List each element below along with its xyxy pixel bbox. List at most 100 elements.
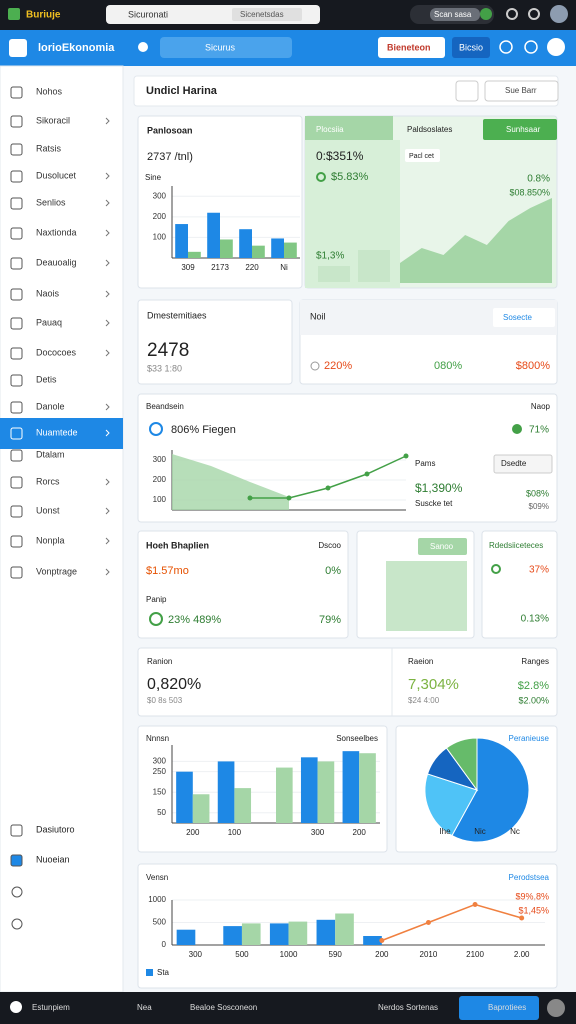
label: $9%,8%: [515, 891, 549, 901]
label: $33 1:80: [147, 363, 182, 373]
bottom-item[interactable]: Baprotiees: [488, 1003, 526, 1012]
icon: [316, 172, 326, 182]
bar: [317, 761, 335, 823]
icon[interactable]: [528, 8, 540, 20]
chevron: [105, 403, 110, 411]
label: $2.00%: [518, 695, 549, 705]
label: Dmestemitiaes: [147, 310, 207, 320]
bar: [192, 794, 210, 823]
button[interactable]: [378, 37, 445, 58]
pie-slice: [451, 737, 530, 843]
button[interactable]: [418, 538, 467, 555]
button[interactable]: [493, 308, 555, 327]
x-tick-label: 2173: [211, 263, 229, 272]
nav-icon: [10, 476, 23, 489]
icon[interactable]: [138, 42, 148, 52]
icon[interactable]: [524, 40, 538, 54]
y-tick-label: 50: [157, 808, 166, 817]
bottom-item[interactable]: Nea: [137, 1003, 152, 1012]
label: $24 4:00: [408, 696, 440, 705]
label: Sonseelbes: [336, 734, 378, 743]
nav-item[interactable]: Nohos: [36, 86, 63, 96]
chevron: [105, 117, 110, 125]
nav-icon: [10, 115, 23, 128]
header-search[interactable]: [160, 37, 292, 58]
x-tick-label: 220: [245, 263, 259, 272]
nav-item[interactable]: Nuoeian: [36, 854, 70, 864]
bottom-item[interactable]: Nerdos Sortenas: [378, 1003, 438, 1012]
chevron: [105, 478, 110, 486]
y-tick-label: 0: [162, 940, 167, 949]
nav-item[interactable]: Danole: [36, 401, 65, 411]
button[interactable]: [459, 996, 539, 1020]
nav-item[interactable]: Naois: [36, 288, 60, 298]
bottom-item[interactable]: Bealoe Sosconeon: [190, 1003, 257, 1012]
bar: [217, 761, 235, 823]
label: $09%: [529, 502, 549, 511]
nav-item[interactable]: Detis: [36, 374, 57, 384]
filter[interactable]: [484, 80, 559, 102]
chevron: [105, 349, 110, 357]
avatar[interactable]: [550, 5, 568, 23]
bottom-item[interactable]: Estunpiem: [32, 1003, 70, 1012]
nav-item[interactable]: Uonst: [36, 505, 60, 515]
nav-item[interactable]: Dasiutoro: [36, 824, 75, 834]
nav-item[interactable]: Vonptrage: [36, 566, 77, 576]
label: 0.13%: [521, 614, 549, 625]
x-tick-label: 2.00: [514, 950, 530, 959]
bar: [269, 923, 289, 945]
nav-item[interactable]: Sikoracil: [36, 115, 70, 125]
label: $1.57mo: [146, 565, 189, 577]
nav-icon: [10, 347, 23, 360]
toggle-track: [430, 8, 480, 21]
bar: [358, 250, 390, 282]
bar: [318, 266, 350, 282]
button[interactable]: [483, 119, 557, 140]
nav-icon: [10, 427, 23, 440]
point: [403, 453, 409, 459]
nav-item[interactable]: Naxtionda: [36, 227, 77, 237]
label: Sunhsaar: [506, 125, 541, 134]
icon-button[interactable]: [455, 80, 479, 102]
nav-item[interactable]: Ratsis: [36, 143, 62, 153]
nav-item[interactable]: Senlios: [36, 197, 66, 207]
nav-item[interactable]: Nonpla: [36, 535, 65, 545]
nav-item[interactable]: Dococoes: [36, 347, 77, 357]
icon[interactable]: [547, 999, 565, 1017]
nav-item[interactable]: Nuamtede: [36, 427, 78, 437]
icon: [11, 918, 23, 930]
bar: [316, 919, 336, 945]
nav-icon: [10, 535, 23, 548]
x-tick-label: 2010: [420, 950, 438, 959]
icon[interactable]: [499, 40, 513, 54]
legend-label: Ihe: [439, 827, 451, 836]
x-tick-label: 200: [353, 828, 367, 837]
x-tick-label: 2100: [466, 950, 484, 959]
point: [325, 485, 331, 491]
x-tick-label: Ni: [280, 263, 288, 272]
label: 080%: [434, 360, 462, 372]
bar: [335, 913, 354, 945]
y-tick-label: 150: [153, 787, 167, 796]
select[interactable]: [493, 454, 553, 474]
label: Sicenetsdas: [240, 10, 284, 19]
sidebar: [0, 65, 124, 993]
point: [364, 471, 370, 477]
label: Ranion: [147, 657, 172, 666]
nav-item[interactable]: Rorcs: [36, 476, 60, 486]
nav-item[interactable]: Dtalam: [36, 449, 65, 459]
nav-icon: [10, 374, 23, 387]
chevron: [105, 537, 110, 545]
chevron: [105, 429, 110, 437]
label: Pams: [415, 459, 435, 468]
nav-item[interactable]: Deauoalig: [36, 257, 77, 267]
icon[interactable]: [547, 38, 565, 56]
icon[interactable]: [506, 8, 518, 20]
bar: [363, 936, 382, 945]
nav-item[interactable]: Dusolucet: [36, 170, 77, 180]
nav-item[interactable]: Pauaq: [36, 317, 62, 327]
label: Beandsein: [146, 402, 184, 411]
button[interactable]: [452, 37, 490, 58]
label: Nnnsn: [146, 734, 169, 743]
nav-icon: [10, 227, 23, 240]
